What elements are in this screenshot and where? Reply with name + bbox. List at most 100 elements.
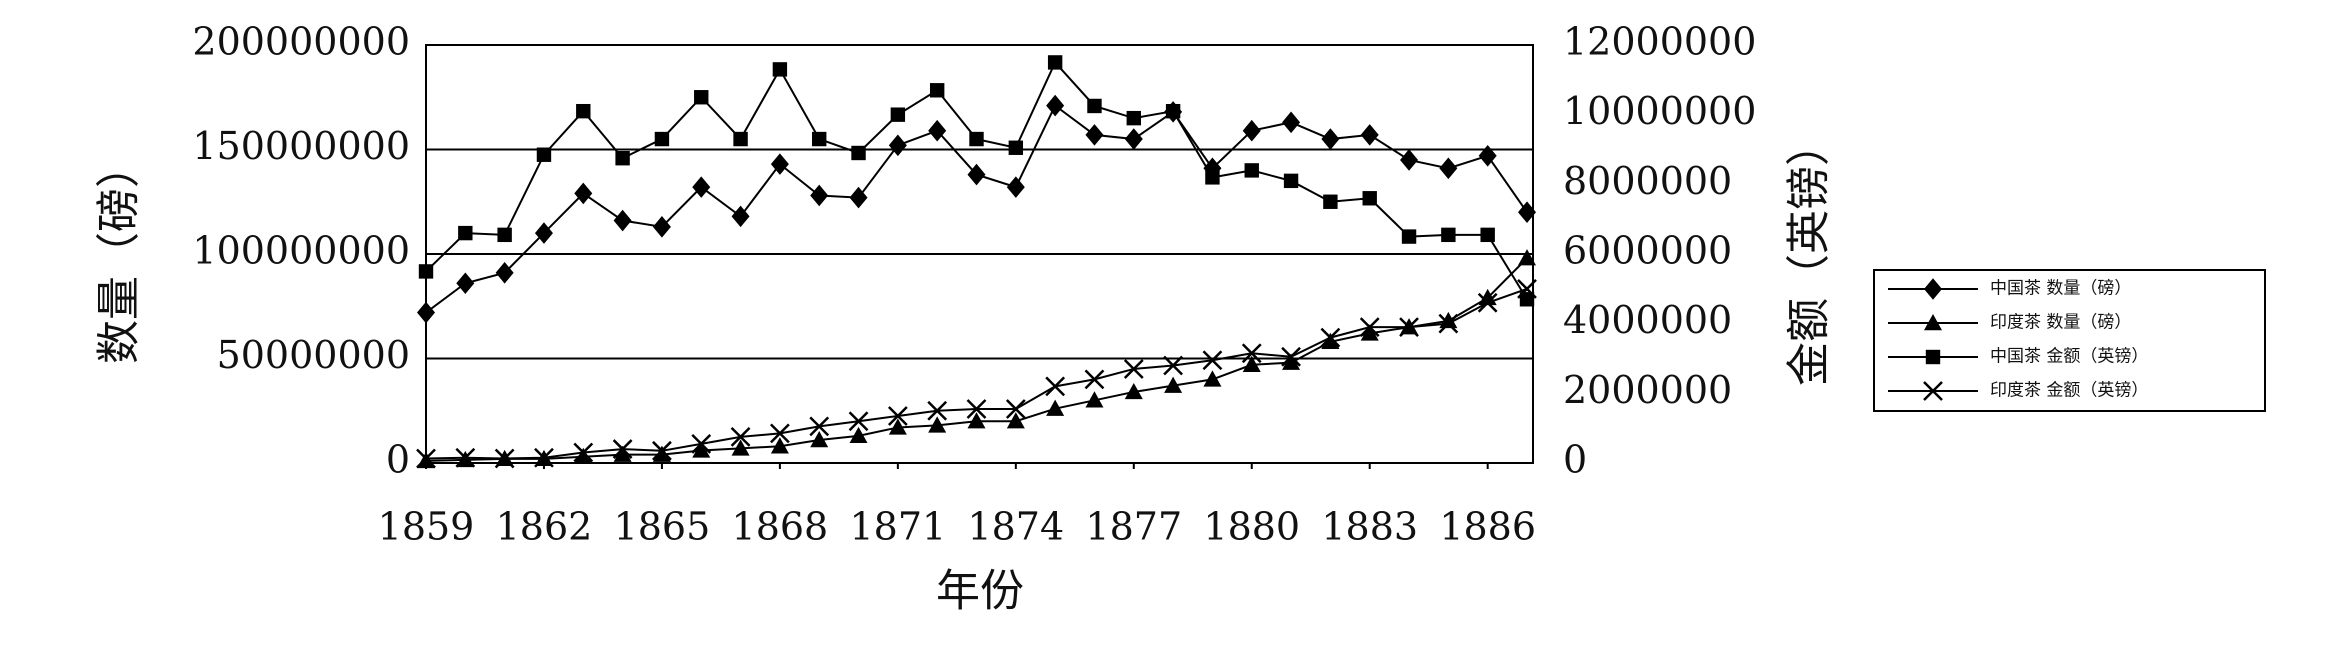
y2-tick-label: 4000000 — [1563, 298, 1732, 342]
legend-marker — [1923, 381, 1943, 401]
data-point — [810, 431, 829, 448]
data-point — [458, 225, 473, 241]
legend-marker — [1924, 314, 1942, 331]
data-point — [1242, 119, 1261, 142]
data-point — [1477, 292, 1498, 313]
data-point — [1321, 332, 1340, 349]
data-point — [1046, 399, 1065, 416]
y-axis-title: 数量（磅） — [94, 144, 145, 364]
data-point — [851, 145, 866, 161]
data-point — [1008, 140, 1024, 155]
data-point — [534, 447, 554, 468]
data-point — [652, 440, 672, 461]
data-point — [849, 426, 868, 444]
data-point — [731, 205, 750, 228]
data-point — [731, 439, 750, 456]
data-point — [1362, 191, 1377, 206]
data-point — [573, 442, 594, 463]
data-point — [1006, 412, 1025, 429]
x-tick-label: 1883 — [1321, 505, 1418, 549]
data-point — [691, 433, 712, 454]
data-point — [812, 131, 827, 147]
data-point — [1005, 399, 1026, 419]
data-point — [456, 272, 475, 295]
data-point — [1478, 144, 1497, 167]
data-point — [652, 216, 671, 238]
y2-tick-label: 2000000 — [1563, 368, 1732, 412]
data-point — [966, 399, 987, 419]
data-point — [1085, 124, 1104, 146]
data-point — [1360, 324, 1379, 341]
data-point — [1281, 346, 1301, 367]
data-point — [1085, 391, 1104, 408]
data-point — [1320, 327, 1341, 348]
data-point — [928, 416, 947, 433]
legend-marker — [1925, 349, 1941, 365]
x-tick-label: 1862 — [496, 505, 593, 549]
data-point — [810, 184, 829, 207]
y-tick-label: 150000000 — [192, 124, 410, 168]
data-point — [1282, 111, 1301, 134]
data-point — [967, 163, 986, 186]
y2-tick-label: 12000000 — [1563, 20, 1756, 64]
data-point — [1518, 249, 1536, 266]
x-tick-label: 1871 — [849, 505, 946, 549]
x-tick-label: 1877 — [1085, 505, 1182, 549]
data-point — [888, 134, 907, 157]
data-point — [613, 209, 632, 232]
data-point — [536, 147, 552, 162]
data-point — [1244, 163, 1259, 178]
data-point — [1401, 229, 1417, 244]
y-tick-label: 100000000 — [192, 229, 410, 273]
data-point — [772, 62, 788, 77]
data-point — [1084, 369, 1105, 390]
data-point — [576, 103, 591, 119]
data-point — [1124, 128, 1143, 150]
data-point — [612, 439, 633, 459]
data-point — [613, 445, 632, 462]
data-point — [1400, 149, 1419, 171]
data-point — [1164, 376, 1183, 393]
data-point — [1323, 194, 1338, 209]
data-point — [574, 447, 593, 464]
data-point — [1283, 173, 1299, 189]
data-point — [1047, 55, 1063, 70]
data-point — [1087, 98, 1102, 114]
data-point — [1439, 157, 1458, 180]
y2-tick-label: 8000000 — [1563, 159, 1732, 203]
data-point — [692, 176, 711, 198]
data-point — [654, 131, 670, 147]
y2-tick-label: 0 — [1563, 438, 1587, 482]
legend-label: 中国茶 金额（英镑） — [1990, 347, 2148, 367]
data-point — [1045, 376, 1066, 397]
data-point — [1321, 128, 1340, 150]
data-point — [927, 400, 948, 421]
x-tick-label: 1859 — [378, 505, 475, 549]
data-point — [1480, 227, 1495, 243]
x-tick-label: 1868 — [732, 505, 829, 549]
data-point — [1241, 343, 1262, 364]
legend-marker — [1924, 278, 1942, 300]
y2-tick-label: 10000000 — [1563, 89, 1756, 133]
data-point — [1399, 317, 1419, 338]
data-point — [418, 264, 434, 279]
data-point — [455, 447, 476, 468]
data-point — [692, 441, 711, 458]
data-point — [1205, 170, 1220, 185]
data-point — [615, 151, 630, 166]
data-point — [694, 90, 709, 105]
data-point — [1518, 201, 1536, 223]
data-point — [495, 262, 514, 284]
x-tick-label: 1865 — [614, 505, 711, 549]
x-axis-title: 年份 — [936, 566, 1024, 617]
data-point — [1441, 227, 1456, 243]
data-point — [849, 186, 868, 209]
legend-label: 印度茶 金额（英镑） — [1990, 381, 2148, 401]
x-tick-label: 1874 — [967, 505, 1064, 549]
data-point — [1242, 355, 1261, 372]
y-tick-label: 50000000 — [217, 333, 410, 377]
data-point — [1006, 176, 1025, 198]
data-point — [929, 83, 945, 98]
legend-label: 印度茶 数量（磅） — [1990, 313, 2131, 333]
